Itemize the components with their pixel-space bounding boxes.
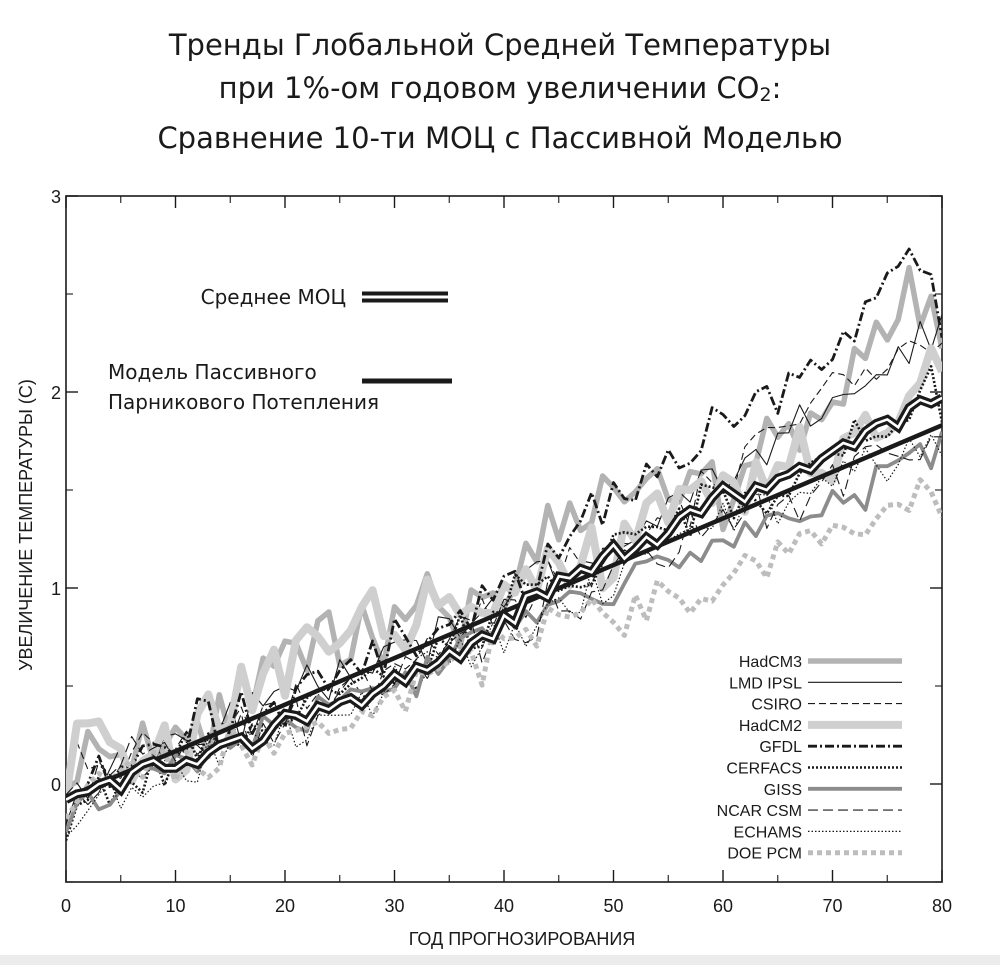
legend-mean-label: Среднее МОЦ: [201, 285, 346, 309]
chart-title-line-1: Тренды Глобальной Средней Температуры: [168, 28, 832, 62]
model-legend: HadCM3 LMD IPSL CSIRO HadCM2 GFDL CERFACS GISS…: [717, 654, 902, 863]
bottom-band: [0, 955, 1000, 965]
legend-label: NCAR CSM: [717, 803, 802, 820]
chart-title-line-2-text: при 1%-ом годовом увеличении CO: [218, 71, 760, 105]
x-tick-label: 60: [713, 896, 733, 916]
series-line-giss: [66, 431, 942, 833]
legend-label: GFDL: [759, 739, 802, 756]
x-tick-label: 70: [822, 896, 842, 916]
legend-passive-label-2: Парникового Потепления: [108, 390, 379, 414]
y-tick-label: 0: [51, 775, 61, 795]
x-tick-label: 0: [61, 896, 71, 916]
x-tick-label: 30: [384, 896, 404, 916]
series-line-doe-pcm: [66, 477, 942, 820]
mean-series: [66, 393, 942, 804]
series-line-hadcm2: [66, 344, 942, 799]
legend-label: HadCM2: [739, 718, 802, 735]
x-tick-label: 80: [932, 896, 952, 916]
chart-title-line-3: Сравнение 10-ти МОЦ с Пассивной Моделью: [157, 121, 843, 155]
chart-title-line-2: при 1%-ом годовом увеличении CO2:: [0, 67, 1000, 117]
axis-ticks: 0 10 20 30 40 50 60 70 80 0 1 2 3: [51, 187, 952, 916]
series-line-csiro: [66, 340, 942, 786]
legend-label: HadCM3: [739, 654, 802, 671]
x-tick-label: 10: [165, 896, 185, 916]
x-axis-label: ГОД ПРОГНОЗИРОВАНИЯ: [409, 929, 636, 949]
legend-label: GISS: [764, 782, 802, 799]
y-tick-label: 3: [51, 187, 61, 207]
chart-title: Тренды Глобальной Средней Температуры пр…: [0, 24, 1000, 160]
x-tick-label: 50: [603, 896, 623, 916]
top-legend: Среднее МОЦ Модель Пассивного Парниковог…: [108, 285, 452, 414]
x-tick-label: 20: [275, 896, 295, 916]
legend-label: ECHAMS: [734, 824, 802, 841]
series-line-gfdl: [66, 247, 942, 808]
legend-passive-label-1: Модель Пассивного: [108, 360, 317, 384]
model-series: [66, 247, 942, 841]
legend-label: CERFACS: [726, 761, 802, 778]
chart-title-line-2-colon: :: [771, 71, 782, 105]
legend-label: LMD IPSL: [729, 675, 802, 692]
legend-label: CSIRO: [751, 697, 802, 714]
chart-title-subscript: 2: [759, 84, 772, 106]
y-tick-label: 2: [51, 383, 61, 403]
legend-label: DOE PCM: [727, 846, 802, 863]
x-tick-label: 40: [494, 896, 514, 916]
mean-series-inner: [66, 396, 942, 801]
plot-frame: [65, 195, 943, 883]
y-axis-label: УВЕЛИЧЕНИЕ ТЕМПЕРАТУРЫ (С): [16, 379, 36, 671]
y-tick-label: 1: [51, 579, 61, 599]
